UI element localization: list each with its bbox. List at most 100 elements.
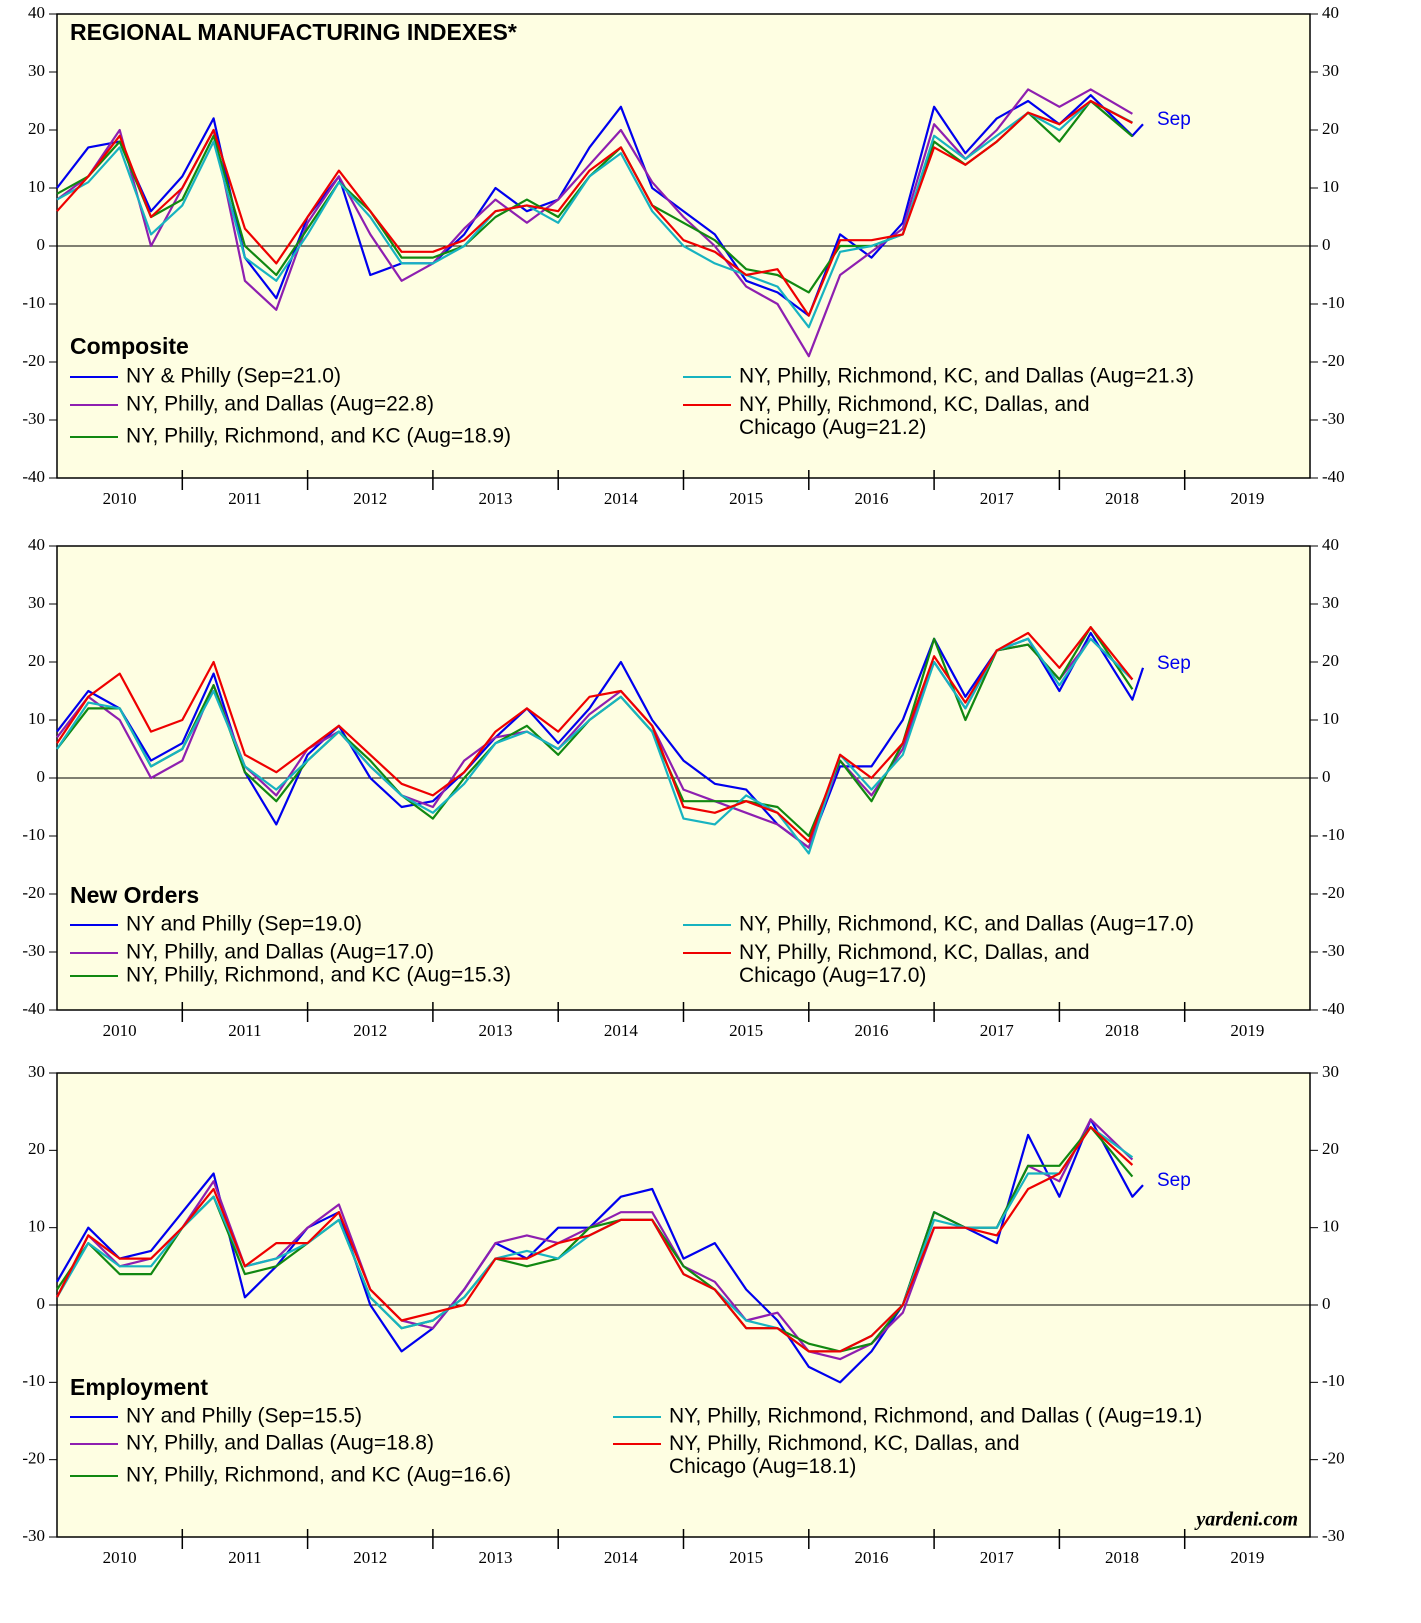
x-tick-label: 2012 [353, 1548, 387, 1567]
x-tick-label: 2014 [604, 489, 639, 508]
y-tick-label: 20 [28, 119, 45, 138]
x-tick-label: 2018 [1105, 1021, 1139, 1040]
y-tick-label: 30 [28, 1062, 45, 1081]
panel-subtitle: New Orders [70, 882, 199, 908]
y-tick-label: 40 [1322, 3, 1339, 22]
series-line [56, 1118, 1144, 1384]
y-tick-label: 20 [28, 1139, 45, 1158]
y-tick-label: 10 [1322, 709, 1339, 728]
x-tick-label: 2014 [604, 1021, 639, 1040]
y-tick-label: 10 [28, 709, 45, 728]
y-tick-label: 20 [1322, 651, 1339, 670]
y-tick-label: -10 [22, 1371, 45, 1390]
y-tick-label: 40 [1322, 535, 1339, 554]
y-tick-label: -40 [1322, 467, 1345, 486]
x-tick-label: 2017 [980, 489, 1015, 508]
y-tick-label: -20 [22, 883, 45, 902]
legend-label: NY, Philly, Richmond, Richmond, and Dall… [669, 1405, 1202, 1428]
y-tick-label: -30 [22, 1526, 45, 1545]
x-tick-label: 2013 [479, 489, 513, 508]
y-tick-label: 0 [37, 1294, 46, 1313]
x-tick-label: 2010 [103, 1548, 137, 1567]
x-tick-label: 2019 [1230, 1548, 1264, 1567]
x-tick-label: 2019 [1230, 489, 1264, 508]
y-tick-label: -20 [1322, 1449, 1345, 1468]
x-tick-label: 2010 [103, 1021, 137, 1040]
y-tick-label: 10 [1322, 1217, 1339, 1236]
legend-label: NY and Philly (Sep=19.0) [126, 913, 362, 936]
y-tick-label: -30 [1322, 941, 1345, 960]
y-tick-label: 20 [1322, 1139, 1339, 1158]
y-tick-label: -20 [1322, 883, 1345, 902]
y-tick-label: -40 [1322, 999, 1345, 1018]
legend-label: NY, Philly, Richmond, KC, and Dallas (Au… [739, 365, 1194, 388]
y-tick-label: -20 [22, 351, 45, 370]
y-tick-label: -10 [1322, 825, 1345, 844]
series-line [56, 99, 1133, 317]
y-tick-label: 0 [1322, 1294, 1331, 1313]
legend-label: NY, Philly, Richmond, and KC (Aug=16.6) [126, 1464, 511, 1487]
legend-label: NY, Philly, Richmond, KC, Dallas, and Chi… [669, 1432, 1020, 1478]
legend-label: NY and Philly (Sep=15.5) [126, 1405, 362, 1428]
y-tick-label: 0 [1322, 235, 1331, 254]
panel-subtitle: Composite [70, 333, 189, 359]
y-tick-label: 10 [1322, 177, 1339, 196]
x-tick-label: 2011 [228, 1021, 261, 1040]
x-tick-label: 2016 [854, 489, 888, 508]
chart-title: REGIONAL MANUFACTURING INDEXES* [70, 19, 517, 45]
y-tick-label: -20 [1322, 351, 1345, 370]
y-tick-label: 20 [1322, 119, 1339, 138]
y-tick-label: 0 [37, 235, 46, 254]
y-tick-label: -10 [1322, 293, 1345, 312]
legend-label: NY, Philly, and Dallas (Aug=22.8) [126, 393, 434, 416]
annotation: Sep [1157, 1170, 1191, 1191]
y-tick-label: 30 [1322, 593, 1339, 612]
x-tick-label: 2012 [353, 489, 387, 508]
series-line [56, 1126, 1134, 1353]
legend-label: NY, Philly, Richmond, and KC (Aug=15.3) [126, 964, 511, 987]
x-tick-label: 2010 [103, 489, 137, 508]
y-tick-label: 30 [1322, 1062, 1339, 1081]
x-tick-label: 2017 [980, 1021, 1015, 1040]
legend-label: NY, Philly, and Dallas (Aug=17.0) [126, 941, 434, 964]
y-tick-label: -10 [22, 293, 45, 312]
y-tick-label: 40 [28, 535, 45, 554]
y-tick-label: 0 [37, 767, 46, 786]
x-tick-label: 2017 [980, 1548, 1015, 1567]
series-line [56, 637, 1134, 855]
y-tick-label: -30 [22, 409, 45, 428]
y-tick-label: 30 [1322, 61, 1339, 80]
legend-label: NY, Philly, and Dallas (Aug=18.8) [126, 1432, 434, 1455]
y-tick-label: 40 [28, 3, 45, 22]
y-tick-label: -30 [22, 941, 45, 960]
series-line [56, 626, 1134, 843]
x-tick-label: 2016 [854, 1021, 888, 1040]
series-line [56, 99, 1133, 329]
legend-label: NY, Philly, Richmond, KC, Dallas, and Chi… [739, 941, 1090, 987]
legend-label: NY, Philly, Richmond, KC, and Dallas (Au… [739, 913, 1194, 936]
y-tick-label: 30 [28, 593, 45, 612]
y-tick-label: 10 [28, 177, 45, 196]
annotation: Sep [1157, 109, 1191, 130]
y-tick-label: 10 [28, 1217, 45, 1236]
x-tick-label: 2011 [228, 1548, 261, 1567]
x-tick-label: 2013 [479, 1548, 513, 1567]
y-tick-label: -10 [22, 825, 45, 844]
y-tick-label: -20 [22, 1449, 45, 1468]
x-tick-label: 2015 [729, 1021, 763, 1040]
x-tick-label: 2012 [353, 1021, 387, 1040]
y-tick-label: -30 [1322, 409, 1345, 428]
x-tick-label: 2015 [729, 489, 763, 508]
x-tick-label: 2016 [854, 1548, 888, 1567]
source: yardeni.com [1194, 1509, 1298, 1531]
series-line [56, 88, 1133, 358]
x-tick-label: 2013 [479, 1021, 513, 1040]
y-tick-label: -30 [1322, 1526, 1345, 1545]
y-tick-label: -40 [22, 999, 45, 1018]
legend-label: NY & Philly (Sep=21.0) [126, 365, 341, 388]
y-tick-label: -40 [22, 467, 45, 486]
annotation: Sep [1157, 653, 1191, 674]
legend-label: NY, Philly, Richmond, KC, Dallas, and Chi… [739, 393, 1090, 439]
panel-subtitle: Employment [70, 1374, 208, 1400]
